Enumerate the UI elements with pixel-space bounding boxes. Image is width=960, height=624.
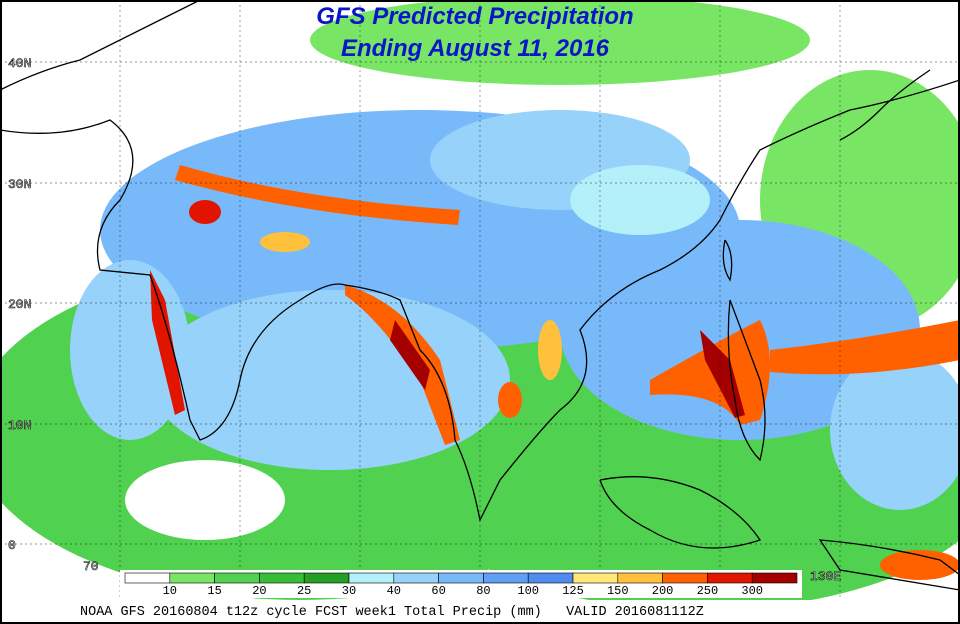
legend-label: 125 [562, 584, 584, 598]
title-line-2: Ending August 11, 2016 [341, 35, 610, 62]
legend-label: 80 [476, 584, 490, 598]
latitude-label: 10N [8, 418, 31, 433]
graticule [0, 0, 960, 600]
latitude-label: 40N [8, 56, 31, 71]
legend-label: 10 [163, 584, 177, 598]
latitude-label: 0 [8, 538, 16, 553]
legend-swatch [438, 572, 484, 584]
legend-label: 40 [387, 584, 401, 598]
coastlines [0, 0, 960, 591]
legend-label: 15 [207, 584, 221, 598]
legend-swatch [124, 572, 171, 584]
color-legend: 10 15 20 25 30 40 60 80 100 125 150 200 250 300 [120, 570, 802, 598]
coordinate-labels: 40N 30N 20N 10N 0 70 130E [8, 56, 842, 585]
legend-swatch [527, 572, 574, 584]
legend-label: 300 [741, 584, 763, 598]
longitude-label: 70 [83, 559, 99, 574]
legend-swatch [259, 572, 305, 584]
legend-label: 25 [297, 584, 311, 598]
longitude-label: 130E [810, 569, 841, 584]
title-line-1: GFS Predicted Precipitation [316, 3, 633, 30]
legend-label: 150 [607, 584, 629, 598]
latitude-label: 30N [8, 177, 31, 192]
legend-swatch [662, 572, 708, 584]
legend-label: 100 [517, 584, 539, 598]
legend-swatch [169, 572, 215, 584]
legend-swatch [393, 572, 439, 584]
legend-label: 250 [697, 584, 719, 598]
legend-label: 30 [342, 584, 356, 598]
footer: NOAA GFS 20160804 t12z cycle FCST week1 … [80, 605, 704, 620]
legend-swatch [751, 572, 798, 584]
legend-swatch [303, 572, 350, 584]
latitude-label: 20N [8, 297, 31, 312]
legend-swatch [483, 572, 529, 584]
footer-band [0, 600, 960, 624]
legend-label: 20 [252, 584, 266, 598]
legend-swatch [617, 572, 663, 584]
legend-swatch [572, 572, 619, 584]
legend-swatch [348, 572, 395, 584]
legend-swatch [214, 572, 260, 584]
legend-label: 200 [652, 584, 674, 598]
legend-label: 60 [431, 584, 445, 598]
legend-swatch [707, 572, 753, 584]
